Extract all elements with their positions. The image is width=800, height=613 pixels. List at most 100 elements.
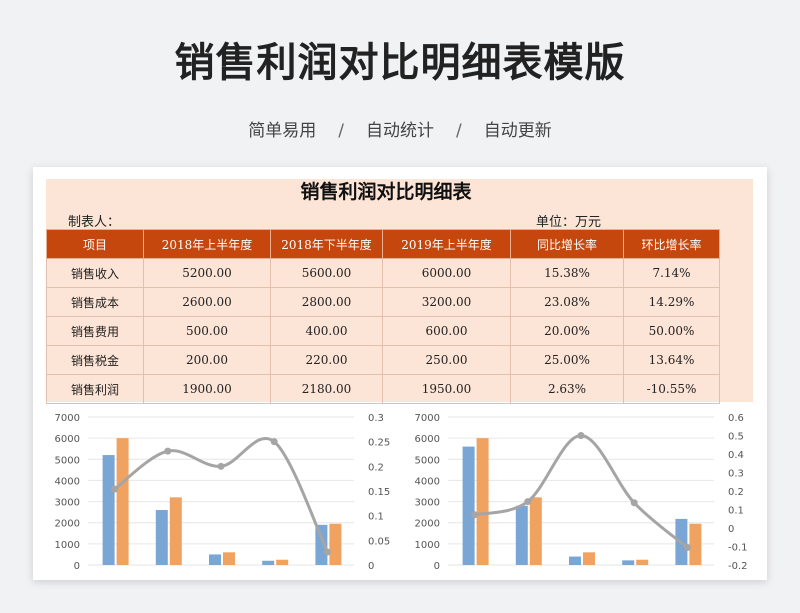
table-row: 销售成本 2600.00 2800.00 3200.00 23.08% 14.2… <box>46 287 720 317</box>
separator: / <box>456 121 462 141</box>
line-point <box>323 548 331 556</box>
line-point <box>524 498 532 506</box>
col-header: 2018年上半年度 <box>143 229 271 259</box>
table-cell: 2.63% <box>510 374 624 404</box>
bar <box>276 559 289 565</box>
table-cell: 220.00 <box>270 345 383 375</box>
feature-auto-update: 自动更新 <box>483 121 552 141</box>
col-header: 同比增长率 <box>510 229 624 259</box>
comparison-chart-2: 0 1000 2000 3000 4000 5000 6000 7000 -0.2 -0.1 0 0.… <box>406 405 758 580</box>
bar <box>636 559 649 565</box>
table-cell: 6000.00 <box>382 258 511 288</box>
table-cell: 250.00 <box>382 345 511 375</box>
line-point <box>111 485 119 493</box>
table-cell: 500.00 <box>143 316 271 346</box>
bar <box>155 510 168 565</box>
table-cell: 2600.00 <box>143 287 271 317</box>
bar <box>315 524 328 565</box>
table-cell: 5600.00 <box>270 258 383 288</box>
table-cell: 20.00% <box>510 316 624 346</box>
y-tick-label: 5000 <box>415 455 440 466</box>
y2-tick-label: 0.1 <box>728 506 744 517</box>
table-cell: 25.00% <box>510 345 624 375</box>
y2-tick-label: 0.6 <box>728 413 744 424</box>
y-tick-label: 2000 <box>415 519 440 530</box>
series-line <box>113 437 329 553</box>
bar <box>209 554 221 565</box>
bar <box>329 523 342 565</box>
bar <box>476 438 489 565</box>
y-tick-label: 1000 <box>55 540 80 551</box>
spreadsheet: 销售利润对比明细表 制表人： 单位：万元 项目 2018年上半年度 2018年下… <box>46 179 753 404</box>
y-tick-label: 6000 <box>55 434 80 445</box>
y-tick-label: 5000 <box>55 455 80 466</box>
table-cell: 7.14% <box>623 258 720 288</box>
separator: / <box>338 121 344 141</box>
table-cell: 销售利润 <box>46 374 144 404</box>
table-row: 销售收入 5200.00 5600.00 6000.00 15.38% 7.14… <box>46 258 720 288</box>
y-tick-label: 0 <box>434 561 440 572</box>
table-cell: 400.00 <box>270 316 383 346</box>
y2-tick-label: 0.25 <box>368 438 390 449</box>
table-cell: 600.00 <box>382 316 511 346</box>
bar <box>102 455 115 565</box>
table-cell: 2800.00 <box>270 287 383 317</box>
col-header: 2019年上半年度 <box>382 229 511 259</box>
preview-paper: 销售利润对比明细表 制表人： 单位：万元 项目 2018年上半年度 2018年下… <box>33 167 767 580</box>
bar <box>169 497 182 565</box>
comparison-chart-1: 0 1000 2000 3000 4000 5000 6000 7000 0 0.05 0.1 0.1… <box>46 405 398 580</box>
col-header: 项目 <box>46 229 144 259</box>
feature-tagline: 简单易用 / 自动统计 / 自动更新 <box>0 116 800 141</box>
y2-tick-label: 0 <box>728 524 734 535</box>
bar <box>689 523 702 565</box>
table-cell: -10.55% <box>623 374 720 404</box>
table-cell: 5200.00 <box>143 258 271 288</box>
maker-label: 制表人： <box>68 215 121 230</box>
table-cell: 2180.00 <box>270 374 383 404</box>
line-point <box>164 447 172 455</box>
y2-tick-label: 0 <box>368 561 374 572</box>
y2-tick-label: 0.15 <box>368 487 390 498</box>
unit-label: 单位：万元 <box>536 215 602 230</box>
bar <box>529 497 542 565</box>
y-tick-label: 0 <box>74 561 80 572</box>
bar <box>515 505 528 565</box>
col-header: 2018年下半年度 <box>270 229 383 259</box>
chart-svg: 0 1000 2000 3000 4000 5000 6000 7000 -0.2 -0.1 0 0.… <box>415 413 748 572</box>
bar <box>583 552 595 565</box>
table-cell: 1950.00 <box>382 374 511 404</box>
table-cell: 销售成本 <box>46 287 144 317</box>
y2-tick-label: 0.2 <box>368 462 384 473</box>
bar <box>223 552 235 565</box>
y2-tick-label: 0.4 <box>728 450 744 461</box>
y2-tick-label: 0.5 <box>728 432 744 443</box>
series-line <box>474 433 689 549</box>
bar <box>569 556 581 565</box>
y-tick-label: 7000 <box>55 413 80 424</box>
y-tick-label: 3000 <box>55 498 80 509</box>
line-point <box>471 511 479 519</box>
bar <box>622 560 635 565</box>
table-row: 销售费用 500.00 400.00 600.00 20.00% 50.00% <box>46 316 720 346</box>
y2-tick-label: -0.1 <box>728 543 748 554</box>
y-tick-label: 2000 <box>55 519 80 530</box>
y-tick-label: 1000 <box>415 540 440 551</box>
line-point <box>270 438 278 446</box>
y2-tick-label: 0.1 <box>368 512 384 523</box>
table-cell: 1900.00 <box>143 374 271 404</box>
line-point <box>683 544 691 552</box>
table-cell: 销售收入 <box>46 258 144 288</box>
line-point <box>577 432 585 439</box>
bar <box>116 438 129 565</box>
y-tick-label: 4000 <box>415 476 440 487</box>
y2-tick-label: 0.3 <box>368 413 384 424</box>
feature-auto-stat: 自动统计 <box>366 121 434 141</box>
sheet-title: 销售利润对比明细表 <box>300 181 472 203</box>
y2-tick-label: 0.3 <box>728 469 744 480</box>
chart-svg: 0 1000 2000 3000 4000 5000 6000 7000 0 0.05 0.1 0.1… <box>55 413 391 572</box>
table-row: 销售利润 1900.00 2180.00 1950.00 2.63% -10.5… <box>46 374 720 404</box>
y-tick-label: 4000 <box>55 476 80 487</box>
y2-tick-label: -0.2 <box>728 561 748 572</box>
col-header: 环比增长率 <box>623 229 720 259</box>
profit-table: 项目 2018年上半年度 2018年下半年度 2019年上半年度 同比增长率 环… <box>46 229 720 404</box>
